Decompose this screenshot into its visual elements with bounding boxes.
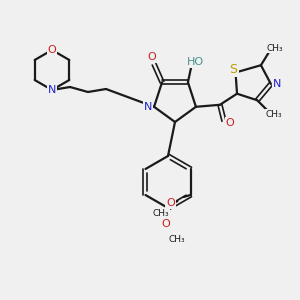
Text: N: N [144,102,152,112]
Text: CH₃: CH₃ [267,44,283,53]
Text: O: O [148,52,156,62]
Text: O: O [166,198,175,208]
Text: CH₃: CH₃ [266,110,283,119]
Text: O: O [48,45,56,55]
Text: O: O [226,118,234,128]
Text: N: N [48,85,56,95]
Text: CH₃: CH₃ [152,209,169,218]
Text: N: N [273,79,281,89]
Text: S: S [230,63,238,76]
Text: HO: HO [188,57,205,67]
Text: CH₃: CH₃ [169,235,185,244]
Text: O: O [162,219,170,229]
